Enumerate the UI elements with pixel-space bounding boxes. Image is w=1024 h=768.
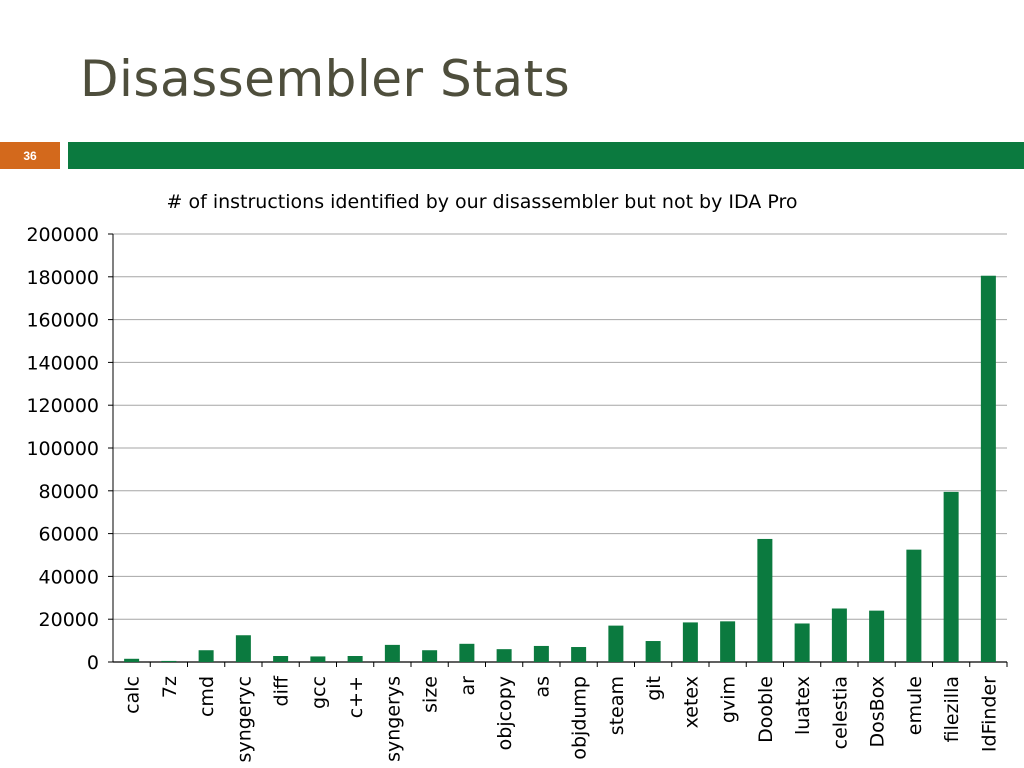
bar-ar [459,643,475,662]
x-tick-label: gcc [308,676,330,709]
slide-number-badge: 36 [0,142,60,169]
bar-7z [161,660,177,662]
bar-cmd [198,650,214,662]
bar-git [645,641,661,662]
x-tick-label: 7z [159,676,181,698]
bar-gvim [720,621,736,662]
y-tick-label: 80000 [39,481,99,503]
x-tick-label: objcopy [494,676,516,750]
x-tick-label: filezilla [941,676,963,742]
y-tick-label: 60000 [39,524,99,546]
bar-luatex [794,623,810,662]
x-tick-label: DosBox [867,676,889,747]
x-tick-label: diff [271,675,293,706]
x-tick-label: celestia [829,676,851,749]
bar-dooble [757,538,773,662]
x-tick-label: Dooble [755,676,777,743]
x-tick-label: cmd [196,676,218,717]
bar-diff [273,656,289,662]
x-tick-label: IdFinder [978,676,1000,752]
bar-xetex [682,622,698,662]
y-tick-label: 200000 [26,224,99,246]
x-tick-label: gvim [718,676,740,723]
bar-dosbox [869,610,885,662]
x-tick-label: luatex [792,676,814,735]
x-tick-label: calc [122,676,144,714]
y-tick-label: 20000 [39,609,99,631]
x-tick-label: ar [457,676,479,696]
bar-as [533,645,549,662]
slide-title: Disassembler Stats [80,50,571,108]
bar-steam [608,625,624,662]
y-tick-label: 160000 [26,310,99,332]
y-tick-label: 100000 [26,438,99,460]
bar-gcc [310,656,326,662]
x-tick-label: git [643,676,665,701]
bar-c- [347,656,363,662]
bar-size [422,650,438,662]
y-tick-label: 180000 [26,267,99,289]
bar-objdump [571,647,587,662]
x-tick-label: xetex [680,676,702,728]
header-band [68,142,1024,169]
x-tick-label: emule [904,676,926,735]
x-tick-label: as [531,676,553,698]
bar-filezilla [943,491,959,662]
bar-idfinder [980,275,996,662]
x-tick-label: steam [606,676,628,735]
x-tick-label: objdump [569,676,591,760]
bar-celestia [831,608,847,662]
bar-objcopy [496,649,512,662]
y-tick-label: 0 [87,652,99,674]
y-tick-label: 140000 [26,352,99,374]
x-tick-label: c++ [345,676,367,718]
chart-title: # of instructions identified by our disa… [167,191,798,213]
x-tick-label: syngeryc [233,676,255,762]
x-tick-label: size [420,676,442,713]
x-tick-label: syngerys [382,676,404,762]
bar-syngeryc [235,635,251,662]
y-tick-label: 40000 [39,566,99,588]
bar-syngerys [384,644,400,662]
bar-emule [906,549,922,662]
y-tick-label: 120000 [26,395,99,417]
bar-calc [124,658,140,662]
